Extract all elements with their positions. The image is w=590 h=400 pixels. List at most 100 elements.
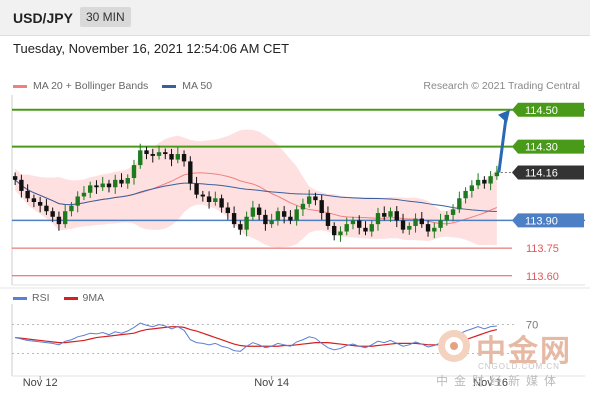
candle-body	[482, 179, 487, 184]
candle-body	[50, 211, 55, 217]
level-label-114-50: 114.50	[525, 105, 558, 117]
candle-body	[62, 211, 68, 225]
candle-body	[69, 205, 74, 212]
candle-body	[138, 150, 143, 166]
candle-body	[313, 196, 318, 201]
level-tag-114-16	[512, 165, 584, 180]
candle-body	[306, 196, 312, 204]
legend-9ma: 9MA	[63, 292, 105, 304]
ma9-line	[15, 326, 498, 347]
watermark-title: 中金网	[476, 334, 572, 369]
forecast-arrowhead	[498, 109, 510, 123]
candle-body	[438, 220, 443, 228]
candle-body	[219, 198, 224, 208]
x-tick-label: Nov 14	[254, 377, 289, 389]
candle-body	[319, 200, 324, 214]
ma50-swatch	[162, 84, 177, 88]
candle-body	[338, 231, 343, 236]
candle-body	[56, 216, 62, 225]
candle-body	[81, 192, 87, 197]
cngold-logo-icon	[438, 330, 470, 362]
candle-body	[238, 224, 243, 230]
ma20-swatch	[13, 84, 27, 88]
candle-body	[200, 194, 206, 197]
x-tick-label: Nov 16	[473, 377, 508, 389]
ma50-line	[14, 179, 497, 213]
candle-body	[188, 161, 193, 184]
candle-body	[357, 220, 362, 228]
candle-body	[106, 183, 112, 188]
level-tag-114-50	[512, 102, 584, 117]
candle-body	[344, 224, 349, 232]
candle-body	[288, 216, 293, 221]
cngold-watermark: 中金网 CNGOLD.COM.CN 中金财经新媒体	[432, 326, 582, 390]
candle-body	[369, 224, 374, 232]
level-label-113-90: 113.90	[525, 215, 558, 227]
ma9-swatch	[63, 296, 78, 300]
level-label-114-30: 114.30	[525, 142, 558, 154]
level-tag-114-30	[512, 139, 584, 154]
candle-body	[113, 179, 118, 188]
candle-body	[275, 211, 281, 221]
legend-ma50: MA 50	[162, 80, 212, 92]
candle-body	[463, 190, 468, 199]
candle-body	[12, 176, 18, 180]
candle-body	[475, 179, 481, 186]
rsi-ref-label: 70	[526, 320, 538, 332]
candle-body	[250, 207, 256, 217]
level-label-113-75: 113.75	[526, 243, 559, 255]
candle-body	[363, 227, 368, 232]
candle-body	[375, 213, 381, 225]
legend-9ma-label: 9MA	[82, 292, 105, 304]
candle-body	[144, 150, 149, 155]
candle-body	[494, 172, 500, 177]
candle-body	[332, 225, 337, 236]
candle-body	[425, 224, 431, 232]
candle-body	[119, 179, 124, 184]
forecast-arrow-shaft	[497, 117, 508, 173]
candle-body	[263, 214, 268, 225]
candle-body	[175, 154, 180, 160]
candle-body	[100, 183, 105, 188]
candle-body	[37, 201, 43, 206]
candle-body	[94, 185, 99, 188]
candle-body	[169, 154, 174, 160]
candle-body	[31, 198, 37, 202]
legend-ma20: MA 20 + Bollinger Bands	[13, 80, 148, 92]
candle-body	[488, 176, 493, 184]
price-legend: MA 20 + Bollinger Bands MA 50	[13, 80, 226, 92]
candle-body	[19, 179, 24, 191]
candle-body	[413, 218, 418, 226]
candle-body	[256, 207, 262, 215]
watermark-url: CNGOLD.COM.CN	[478, 362, 560, 371]
candle-body	[457, 198, 462, 210]
watermark-subtitle: 中金财经新媒体	[436, 374, 563, 388]
candle-body	[394, 211, 399, 221]
rsi-line	[15, 322, 497, 352]
candle-body	[432, 227, 437, 232]
candle-body	[181, 154, 187, 162]
legend-rsi-label: RSI	[32, 292, 50, 304]
candle-body	[400, 220, 406, 230]
candle-body	[450, 209, 456, 215]
symbol-label: USD/JPY	[13, 10, 73, 26]
candle-body	[206, 196, 212, 202]
candle-body	[156, 152, 162, 156]
interval-badge[interactable]: 30 MIN	[80, 7, 131, 27]
candle-body	[382, 213, 387, 217]
candle-body	[225, 207, 231, 214]
chart-header: USD/JPY 30 MIN	[0, 0, 590, 36]
candle-body	[231, 213, 237, 225]
rsi-swatch	[13, 296, 27, 300]
legend-ma50-label: MA 50	[182, 80, 213, 92]
candle-body	[213, 198, 218, 202]
candle-body	[281, 211, 287, 217]
candle-body	[194, 183, 199, 195]
candle-body	[25, 190, 30, 199]
candle-body	[244, 216, 249, 230]
legend-ma20-label: MA 20 + Bollinger Bands	[33, 80, 149, 92]
level-label-113-60: 113.60	[526, 271, 559, 283]
candle-body	[163, 152, 168, 155]
rsi-legend: RSI 9MA	[13, 292, 118, 304]
